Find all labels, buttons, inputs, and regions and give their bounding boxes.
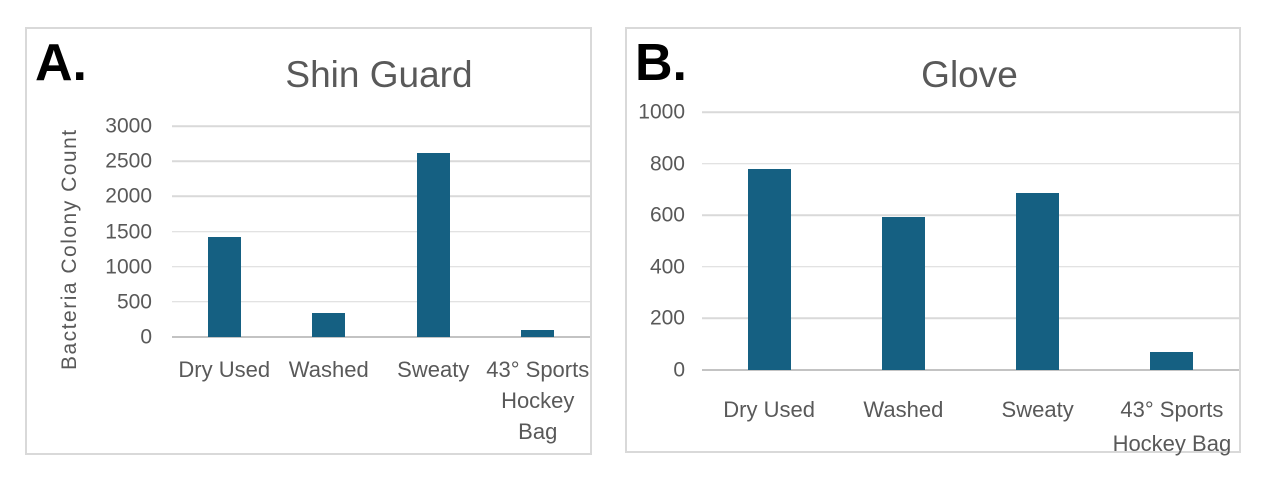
x-category-label-washed: Washed [288,357,369,382]
gridline [172,160,590,162]
y-tick-label: 2500 [105,149,152,173]
chart-title-shin-guard: Shin Guard [285,54,473,95]
bar-sweaty [1016,193,1060,370]
y-tick-labels: 3000 2500 2000 1500 1000 500 0 [27,116,152,348]
bar-43-sports-hockey-bag [521,329,555,337]
x-category-label-washed: Washed [863,397,944,422]
gridline [702,266,1239,268]
x-category-label-43-sports-hockey-bag: 43° Sports Hockey Bag [486,357,590,444]
y-tick-label: 1500 [105,220,152,243]
y-tick-label: 3000 [105,114,152,138]
x-axis-line [702,369,1239,371]
y-tick-label: 600 [649,203,685,227]
y-tick-label: 0 [140,325,152,349]
x-category-label-sweaty: Sweaty [397,357,470,382]
gridline [172,125,590,127]
x-category-label-43-sports-hockey-bag: 43° Sports Hockey Bag [1112,397,1232,456]
y-tick-label: 1000 [638,100,685,124]
x-tick-labels: Dry Used Washed Sweaty 43° Sports Hockey Bag [172,354,590,447]
gridline [702,317,1239,320]
panel-glove: B. Glove 1000 800 600 400 200 0 Dry Used Washe… [625,27,1241,456]
bar-sweaty [416,152,450,337]
x-category-label-sweaty: Sweaty [1001,397,1074,422]
y-tick-labels: 1000 800 600 400 200 0 [627,102,685,381]
chart-title-glove: Glove [921,54,1018,95]
bar-43-sports-hockey-bag [1150,351,1194,370]
panel-letter-a: A. [35,34,87,92]
bar-dry-used [747,168,791,370]
x-axis-line [172,336,590,338]
x-tick-labels: Dry Used Washed Sweaty 43° Sports Hockey Bag [702,393,1239,461]
gridline [702,214,1239,216]
x-category-label-dry-used: Dry Used [178,357,271,382]
bar-dry-used [207,237,241,337]
gridline [172,195,590,198]
x-category-label-dry-used: Dry Used [723,397,815,422]
gridline [702,111,1239,113]
panel-shin-guard: A. Shin Guard Bacteria Colony Count 3000… [25,27,592,455]
y-tick-label: 400 [649,255,685,279]
y-tick-label: 1000 [105,255,152,279]
bar-washed [312,313,346,337]
y-tick-label: 0 [673,358,685,382]
y-tick-label: 200 [649,306,685,330]
panel-letter-b: B. [635,34,687,92]
bar-washed [881,216,925,370]
plot-area [702,111,1239,371]
y-tick-label: 2000 [105,184,152,208]
plot-area [172,125,590,338]
gridline [172,265,590,268]
gridline [172,301,590,303]
y-tick-label: 800 [649,152,685,176]
gridline [702,162,1239,165]
gridline [172,230,590,233]
y-tick-label: 500 [116,290,152,314]
